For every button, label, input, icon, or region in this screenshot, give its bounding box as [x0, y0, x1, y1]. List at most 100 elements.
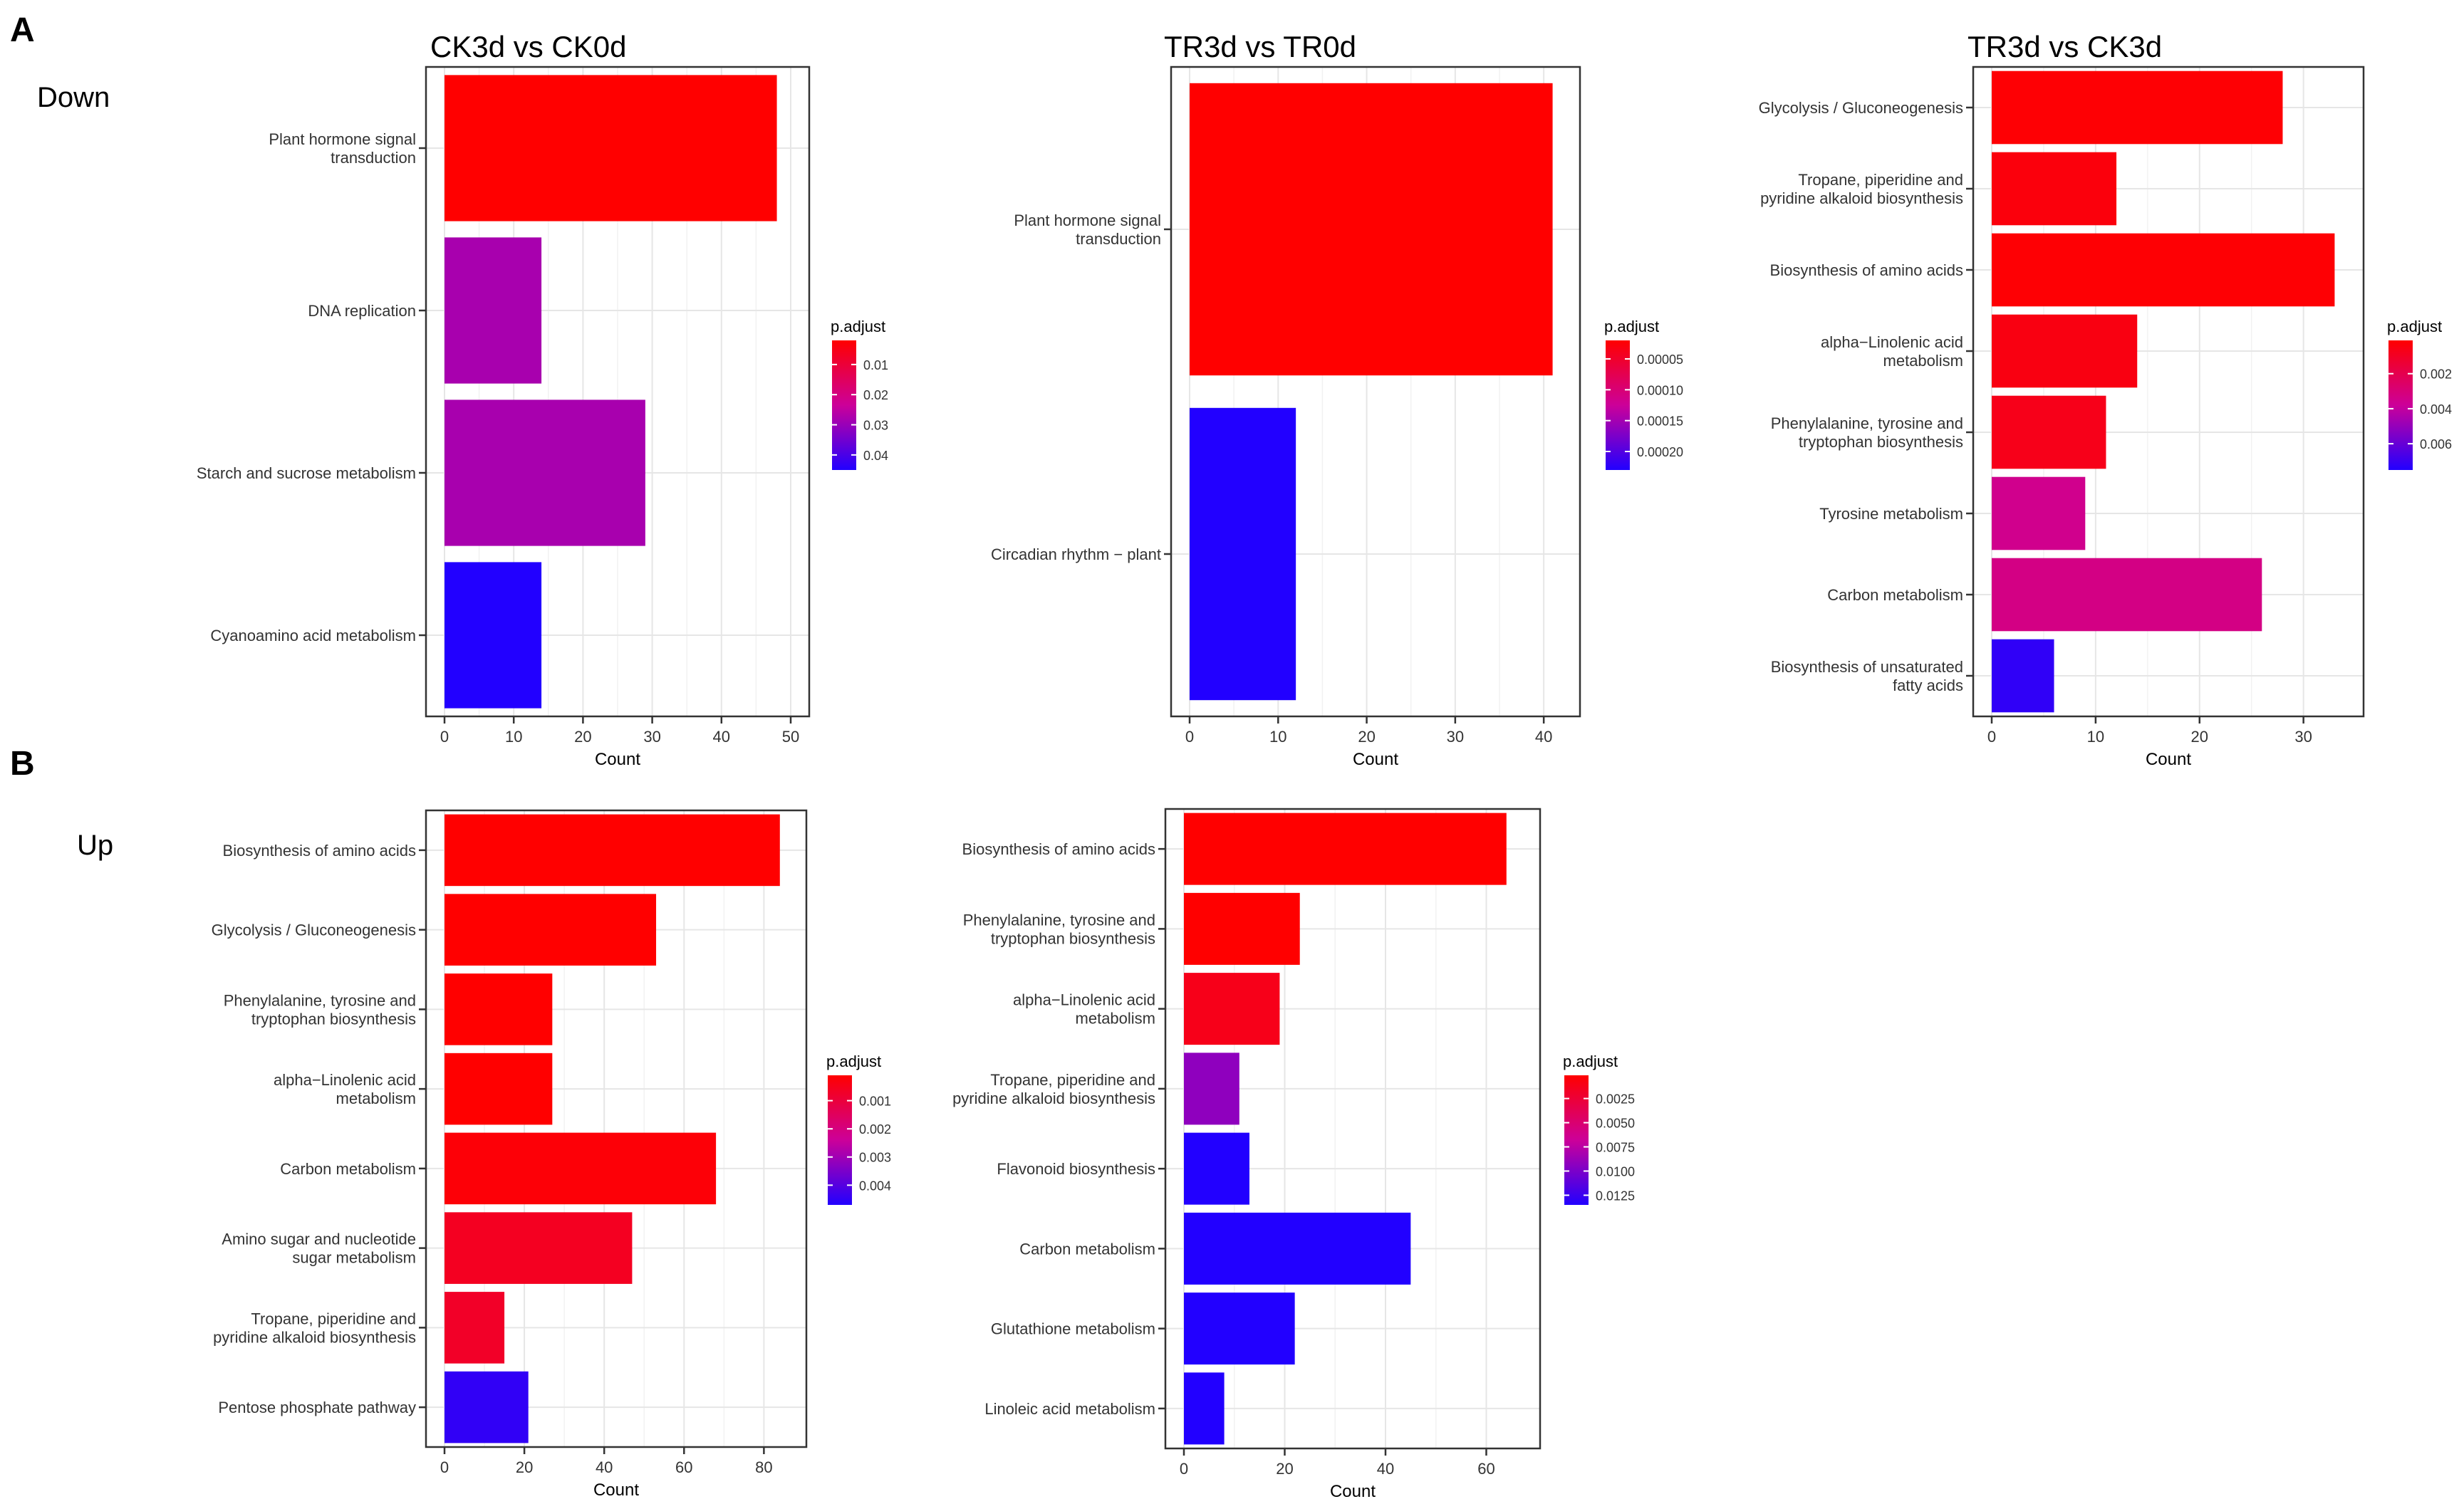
category-label-line: metabolism	[1883, 352, 1963, 370]
bar	[1184, 813, 1507, 885]
bar	[445, 1212, 633, 1284]
x-tick-label: 10	[505, 728, 522, 746]
category-label-line: Amino sugar and nucleotide	[222, 1231, 416, 1248]
bar	[1190, 407, 1296, 701]
bar	[1992, 314, 2138, 388]
category-label-line: Tropane, piperidine and	[251, 1310, 416, 1327]
x-tick-label: 20	[516, 1458, 533, 1476]
panel-border	[1972, 66, 2365, 718]
bar	[445, 562, 542, 709]
legend-tick-label: 0.0100	[1596, 1164, 1635, 1179]
category-label-line: tryptophan biosynthesis	[1799, 433, 1963, 451]
bar	[1184, 1292, 1295, 1365]
category-label: alpha−Linolenic acid metabolism	[1821, 333, 1963, 370]
legend-tick-label: 0.01	[863, 358, 888, 372]
bar	[1992, 233, 2335, 307]
chart-title: TR3d vs CK3d	[1967, 30, 2162, 63]
x-tick-label: 60	[1477, 1460, 1494, 1478]
bar	[1992, 558, 2262, 632]
category-label: Biosynthesis of amino acids	[1770, 261, 1963, 279]
category-label-line: sugar metabolism	[292, 1249, 416, 1267]
legend-tick-label: 0.006	[2420, 437, 2452, 451]
chart-title: TR3d vs TR0d	[1164, 30, 1356, 63]
x-tick-label: 20	[1276, 1460, 1293, 1478]
bar	[445, 814, 780, 887]
category-label: Phenylalanine, tyrosine and tryptophan bi…	[963, 911, 1155, 947]
x-tick-label: 50	[782, 728, 799, 746]
bar	[1184, 1132, 1249, 1205]
category-label: Linoleic acid metabolism	[984, 1400, 1155, 1418]
category-label: Flavonoid biosynthesis	[997, 1160, 1155, 1178]
category-label-line: Phenylalanine, tyrosine and	[1771, 414, 1963, 432]
category-label-line: alpha−Linolenic acid	[1013, 991, 1155, 1009]
category-label: Glycolysis / Gluconeogenesis	[1759, 99, 1963, 117]
x-tick-label: 0	[440, 728, 449, 746]
category-label: Biosynthesis of amino acids	[223, 842, 416, 860]
panel-a-letter: A	[10, 11, 35, 49]
bar	[445, 237, 542, 384]
bar	[445, 1132, 717, 1205]
category-label-line: pyridine alkaloid biosynthesis	[952, 1090, 1155, 1107]
x-tick-label: 40	[713, 728, 730, 746]
category-label-line: fatty acids	[1893, 677, 1963, 694]
legend-tick-label: 0.00010	[1637, 383, 1683, 397]
legend-tick-label: 0.04	[863, 449, 888, 463]
category-label: Carbon metabolism	[1827, 586, 1963, 604]
bar	[1184, 892, 1300, 965]
category-label: Cyanoamino acid metabolism	[210, 627, 416, 644]
x-tick-label: 40	[596, 1458, 613, 1476]
category-label-line: tryptophan biosynthesis	[251, 1010, 416, 1028]
bar	[1184, 1053, 1239, 1125]
category-label-line: Glycolysis / Gluconeogenesis	[212, 921, 416, 939]
chart-tr3d-vs-tr0d: Plant hormone signal transduction Circadia…	[991, 30, 1683, 769]
category-label-line: pyridine alkaloid biosynthesis	[1760, 189, 1963, 207]
category-label-line: alpha−Linolenic acid	[274, 1071, 416, 1089]
bar	[445, 894, 657, 966]
panel-border	[425, 809, 808, 1448]
category-label-line: Glutathione metabolism	[991, 1320, 1155, 1338]
x-tick-label: 40	[1377, 1460, 1394, 1478]
x-tick-label: 80	[755, 1458, 772, 1476]
category-label-line: Starch and sucrose metabolism	[197, 464, 416, 482]
category-label: Amino sugar and nucleotide sugar metaboli…	[222, 1231, 416, 1267]
category-label: Tyrosine metabolism	[1819, 505, 1963, 523]
category-label-line: transduction	[1076, 230, 1161, 248]
x-axis-label: Count	[1353, 750, 1398, 769]
legend-tick-label: 0.0050	[1596, 1117, 1635, 1131]
x-tick-label: 0	[1180, 1460, 1188, 1478]
category-label-line: Pentose phosphate pathway	[218, 1399, 416, 1416]
category-label: Carbon metabolism	[1019, 1240, 1155, 1258]
legend-tick-label: 0.00015	[1637, 414, 1683, 429]
category-label: Tropane, piperidine and pyridine alkaloid…	[952, 1071, 1155, 1107]
bar	[1184, 973, 1280, 1045]
x-tick-label: 30	[2294, 728, 2312, 746]
category-label-line: Flavonoid biosynthesis	[997, 1160, 1155, 1178]
bar	[1992, 639, 2054, 713]
x-tick-label: 30	[643, 728, 660, 746]
legend-tick-label: 0.00020	[1637, 445, 1683, 459]
category-label: Starch and sucrose metabolism	[197, 464, 416, 482]
bar	[1992, 476, 2086, 550]
legend-colorbar	[828, 1075, 852, 1205]
x-tick-label: 20	[2191, 728, 2208, 746]
panel-border	[1170, 66, 1581, 718]
bar	[1184, 1372, 1225, 1445]
category-label-line: Cyanoamino acid metabolism	[210, 627, 416, 644]
bar	[1992, 395, 2106, 469]
legend-tick-label: 0.004	[859, 1179, 891, 1193]
panel-border	[425, 66, 811, 718]
x-axis-label: Count	[2146, 750, 2191, 769]
category-label: Carbon metabolism	[280, 1160, 416, 1178]
bar	[445, 1371, 529, 1443]
legend-colorbar	[832, 340, 856, 470]
legend-tick-label: 0.02	[863, 388, 888, 402]
category-label-line: metabolism	[1076, 1010, 1155, 1028]
x-tick-label: 10	[2087, 728, 2104, 746]
legend-title: p.adjust	[2387, 318, 2442, 335]
category-label-line: Circadian rhythm − plant	[991, 545, 1161, 563]
category-label-line: Carbon metabolism	[280, 1160, 416, 1178]
bar	[1184, 1212, 1411, 1285]
legend-tick-label: 0.0075	[1596, 1141, 1635, 1155]
category-label-line: Tropane, piperidine and	[990, 1071, 1155, 1089]
legend-colorbar	[1564, 1075, 1589, 1205]
